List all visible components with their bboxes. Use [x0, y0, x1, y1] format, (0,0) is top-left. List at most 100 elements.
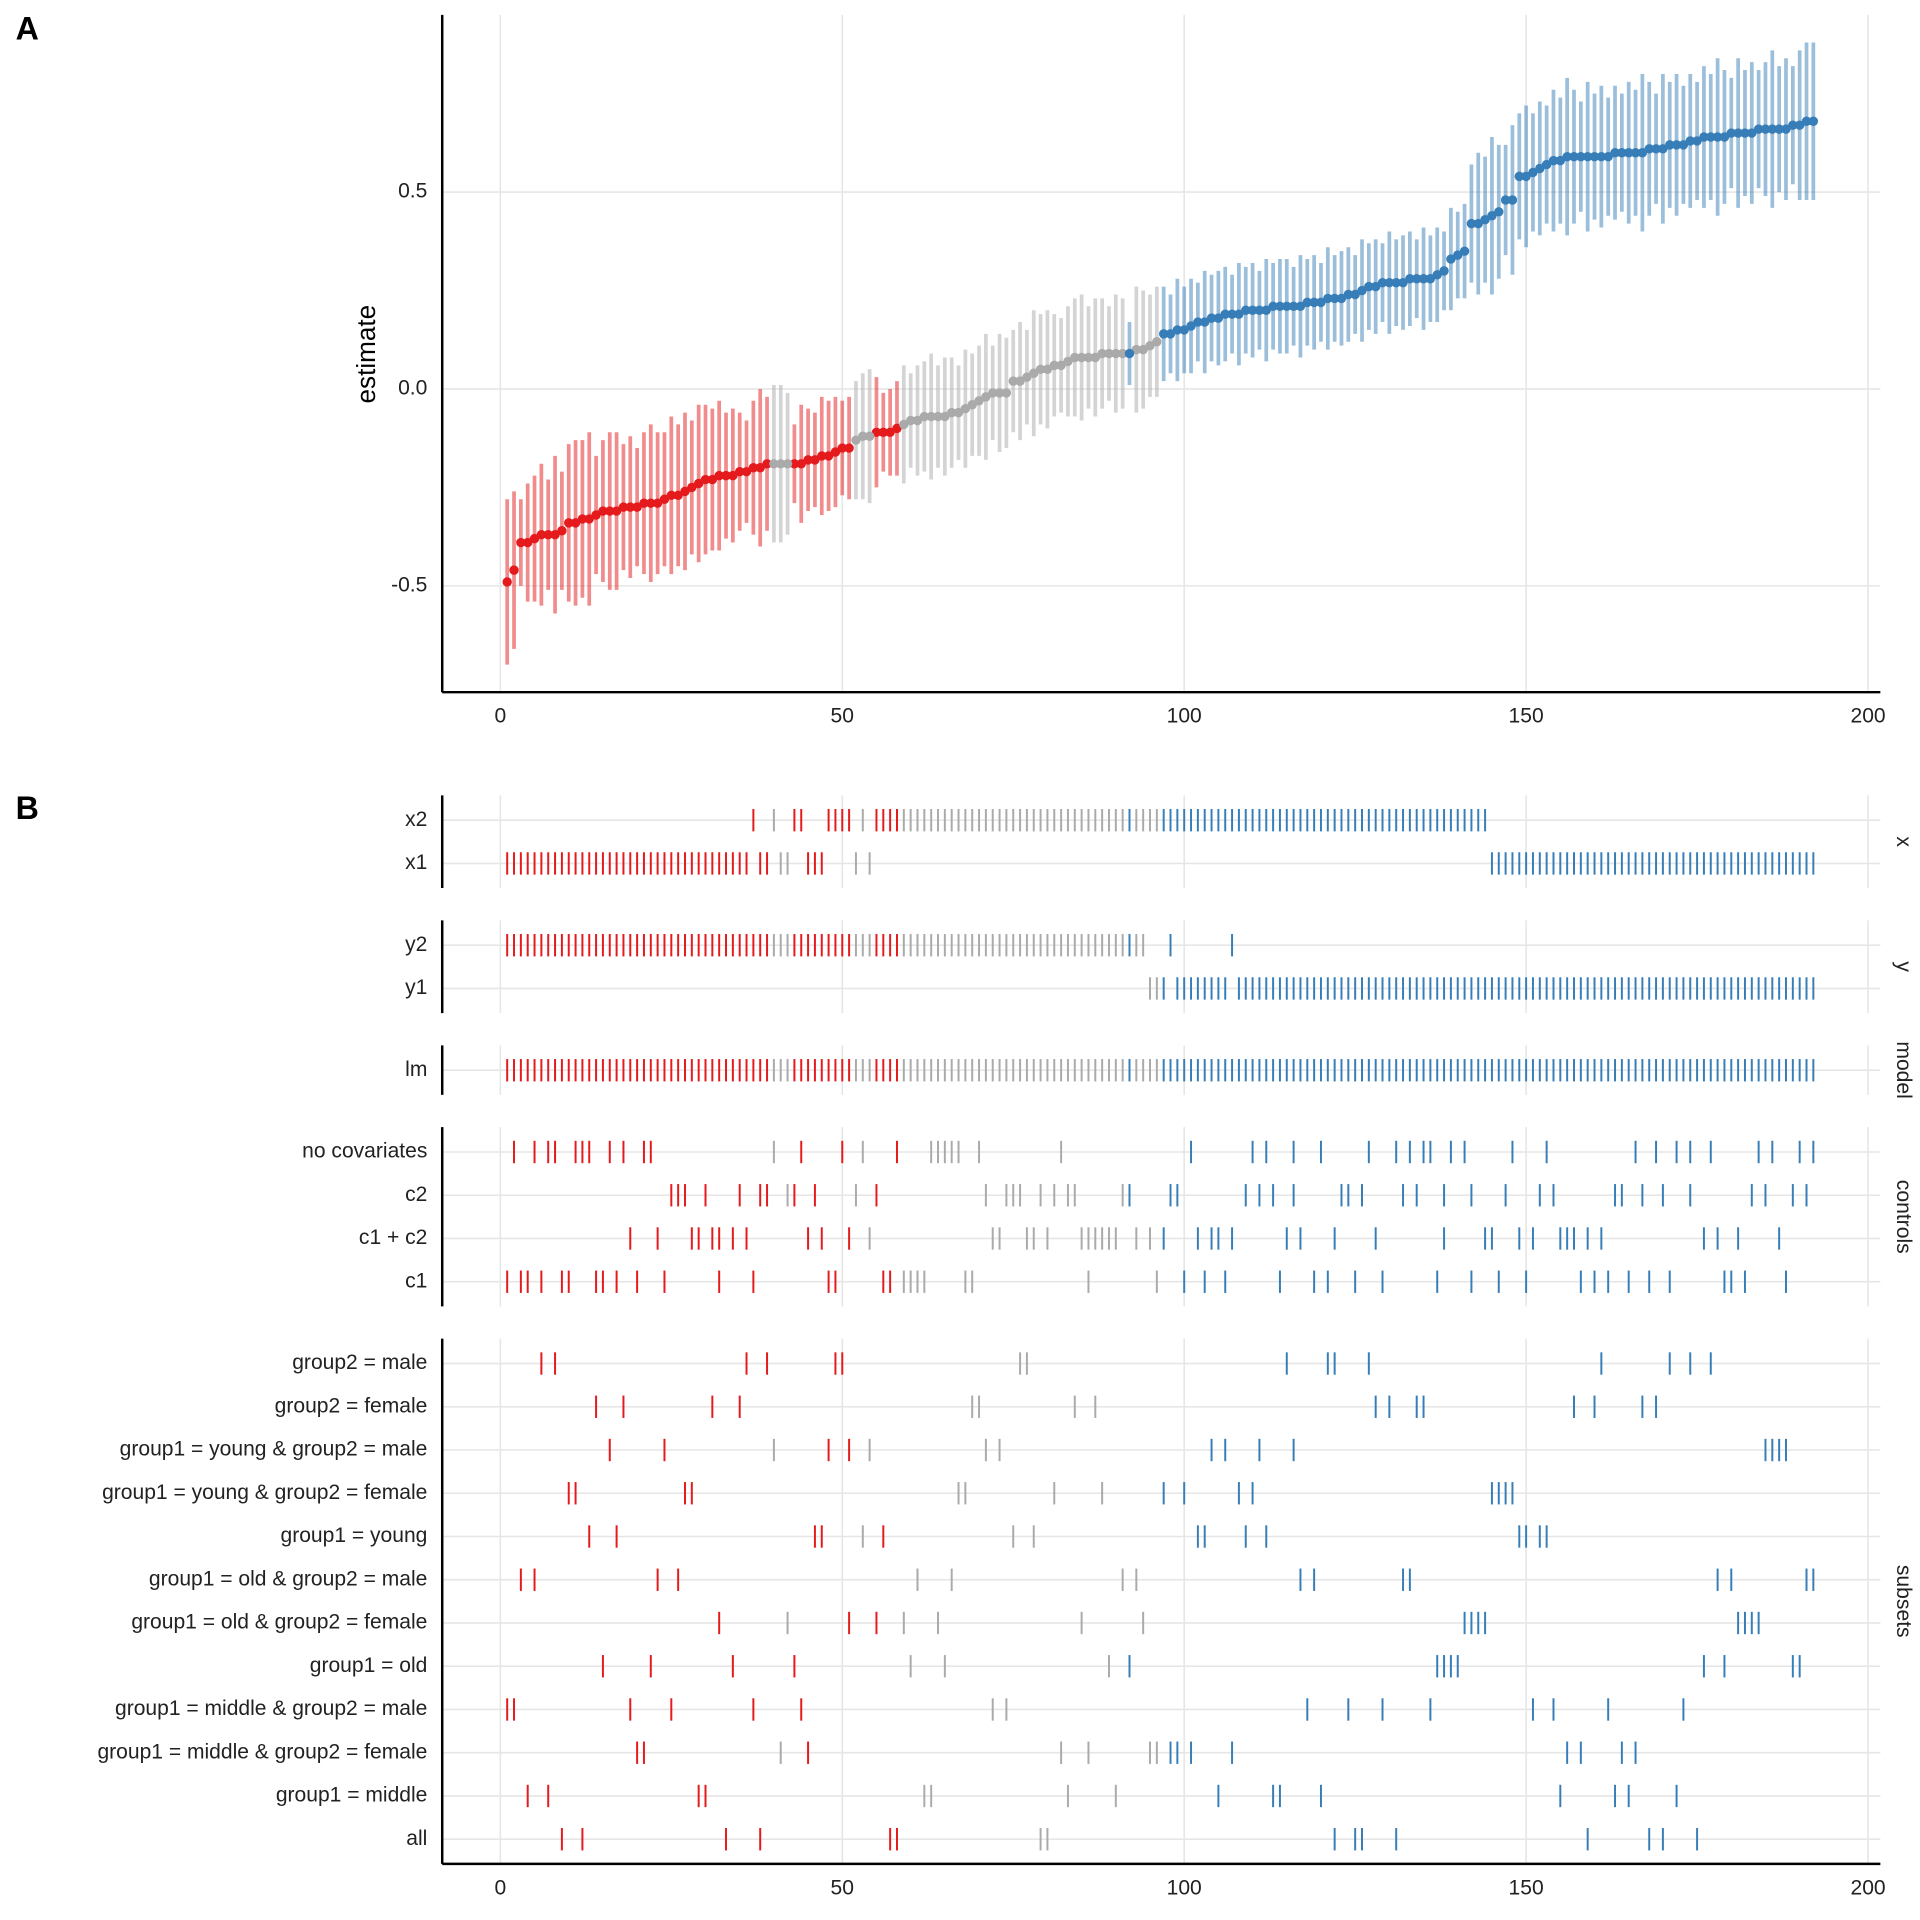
point: [1398, 277, 1408, 288]
point: [1788, 120, 1798, 130]
point: [1152, 337, 1162, 347]
point: [1781, 124, 1791, 134]
point: [1596, 151, 1607, 162]
point: [1446, 254, 1456, 264]
point: [885, 427, 895, 438]
row-label: y1: [405, 976, 427, 999]
point: [591, 510, 601, 520]
point: [1391, 277, 1401, 288]
point: [817, 451, 827, 461]
point: [516, 537, 526, 548]
point: [570, 518, 581, 528]
point: [618, 502, 629, 512]
point: [919, 411, 930, 422]
point: [1432, 270, 1442, 280]
point: [1384, 277, 1395, 288]
point: [1083, 352, 1094, 363]
row-label: group1 = young & group2 = male: [120, 1438, 428, 1461]
point: [564, 518, 574, 528]
point: [1131, 344, 1142, 355]
point: [1719, 132, 1730, 142]
row-label: group1 = young & group2 = female: [102, 1481, 427, 1504]
point: [1268, 301, 1278, 312]
x-tick-label: 50: [831, 705, 854, 728]
point: [755, 463, 765, 473]
row-label: no covariates: [302, 1140, 427, 1163]
point: [926, 411, 936, 422]
point: [1658, 144, 1668, 154]
point: [844, 443, 854, 453]
point: [1699, 132, 1709, 142]
point: [1241, 305, 1251, 315]
point: [1582, 151, 1593, 162]
point: [1405, 274, 1415, 284]
point: [946, 407, 957, 418]
point: [837, 443, 847, 453]
point: [1124, 348, 1135, 359]
point: [1521, 171, 1531, 182]
point: [1063, 356, 1073, 367]
x-tick-label: 150: [1509, 705, 1544, 728]
point: [974, 396, 984, 406]
point: [1172, 325, 1183, 335]
point: [1364, 281, 1374, 292]
point: [1507, 195, 1518, 205]
point: [1302, 297, 1312, 308]
point: [522, 537, 533, 548]
row-label: c1 + c2: [359, 1226, 427, 1249]
point: [1042, 364, 1053, 375]
point: [1801, 116, 1812, 126]
point: [803, 455, 813, 465]
point: [1541, 159, 1552, 170]
point: [1665, 140, 1675, 150]
point: [1473, 218, 1483, 229]
point: [1056, 360, 1066, 371]
point: [1158, 329, 1169, 339]
point: [652, 498, 663, 508]
row-label: group1 = old: [310, 1654, 428, 1677]
point: [605, 506, 615, 516]
facet-label: x: [1892, 836, 1915, 847]
y-tick-label: 0.5: [398, 180, 427, 203]
row-label: group1 = old & group2 = female: [131, 1611, 427, 1634]
point: [1439, 266, 1449, 276]
row-label: group2 = female: [275, 1394, 428, 1417]
point: [981, 392, 991, 402]
point: [1282, 301, 1292, 312]
point: [1090, 352, 1101, 363]
point: [1603, 151, 1613, 162]
point: [584, 514, 594, 524]
point: [1794, 120, 1805, 130]
point: [1076, 352, 1087, 363]
point: [1213, 313, 1224, 323]
point: [912, 415, 923, 426]
point: [673, 490, 683, 501]
point: [776, 459, 786, 469]
point: [714, 470, 724, 481]
point: [1610, 148, 1620, 158]
point: [960, 403, 971, 414]
x-tick-label: 200: [1850, 1876, 1885, 1899]
point: [632, 502, 642, 512]
row-label: all: [406, 1827, 427, 1850]
point: [1104, 348, 1114, 359]
point: [1740, 128, 1750, 138]
point: [1466, 218, 1477, 229]
point: [1138, 344, 1148, 355]
point: [611, 506, 622, 516]
facet-label: controls: [1892, 1180, 1915, 1254]
point: [1309, 297, 1319, 308]
row-label: group2 = male: [292, 1351, 427, 1374]
point: [851, 435, 861, 445]
point: [639, 498, 649, 508]
point: [1774, 124, 1784, 134]
point: [1070, 352, 1080, 363]
point: [1747, 128, 1757, 138]
point: [988, 388, 998, 398]
x-tick-label: 200: [1850, 705, 1885, 728]
point: [1726, 128, 1736, 138]
point: [502, 577, 512, 587]
point: [1487, 211, 1497, 221]
facet-label: y: [1892, 961, 1915, 972]
